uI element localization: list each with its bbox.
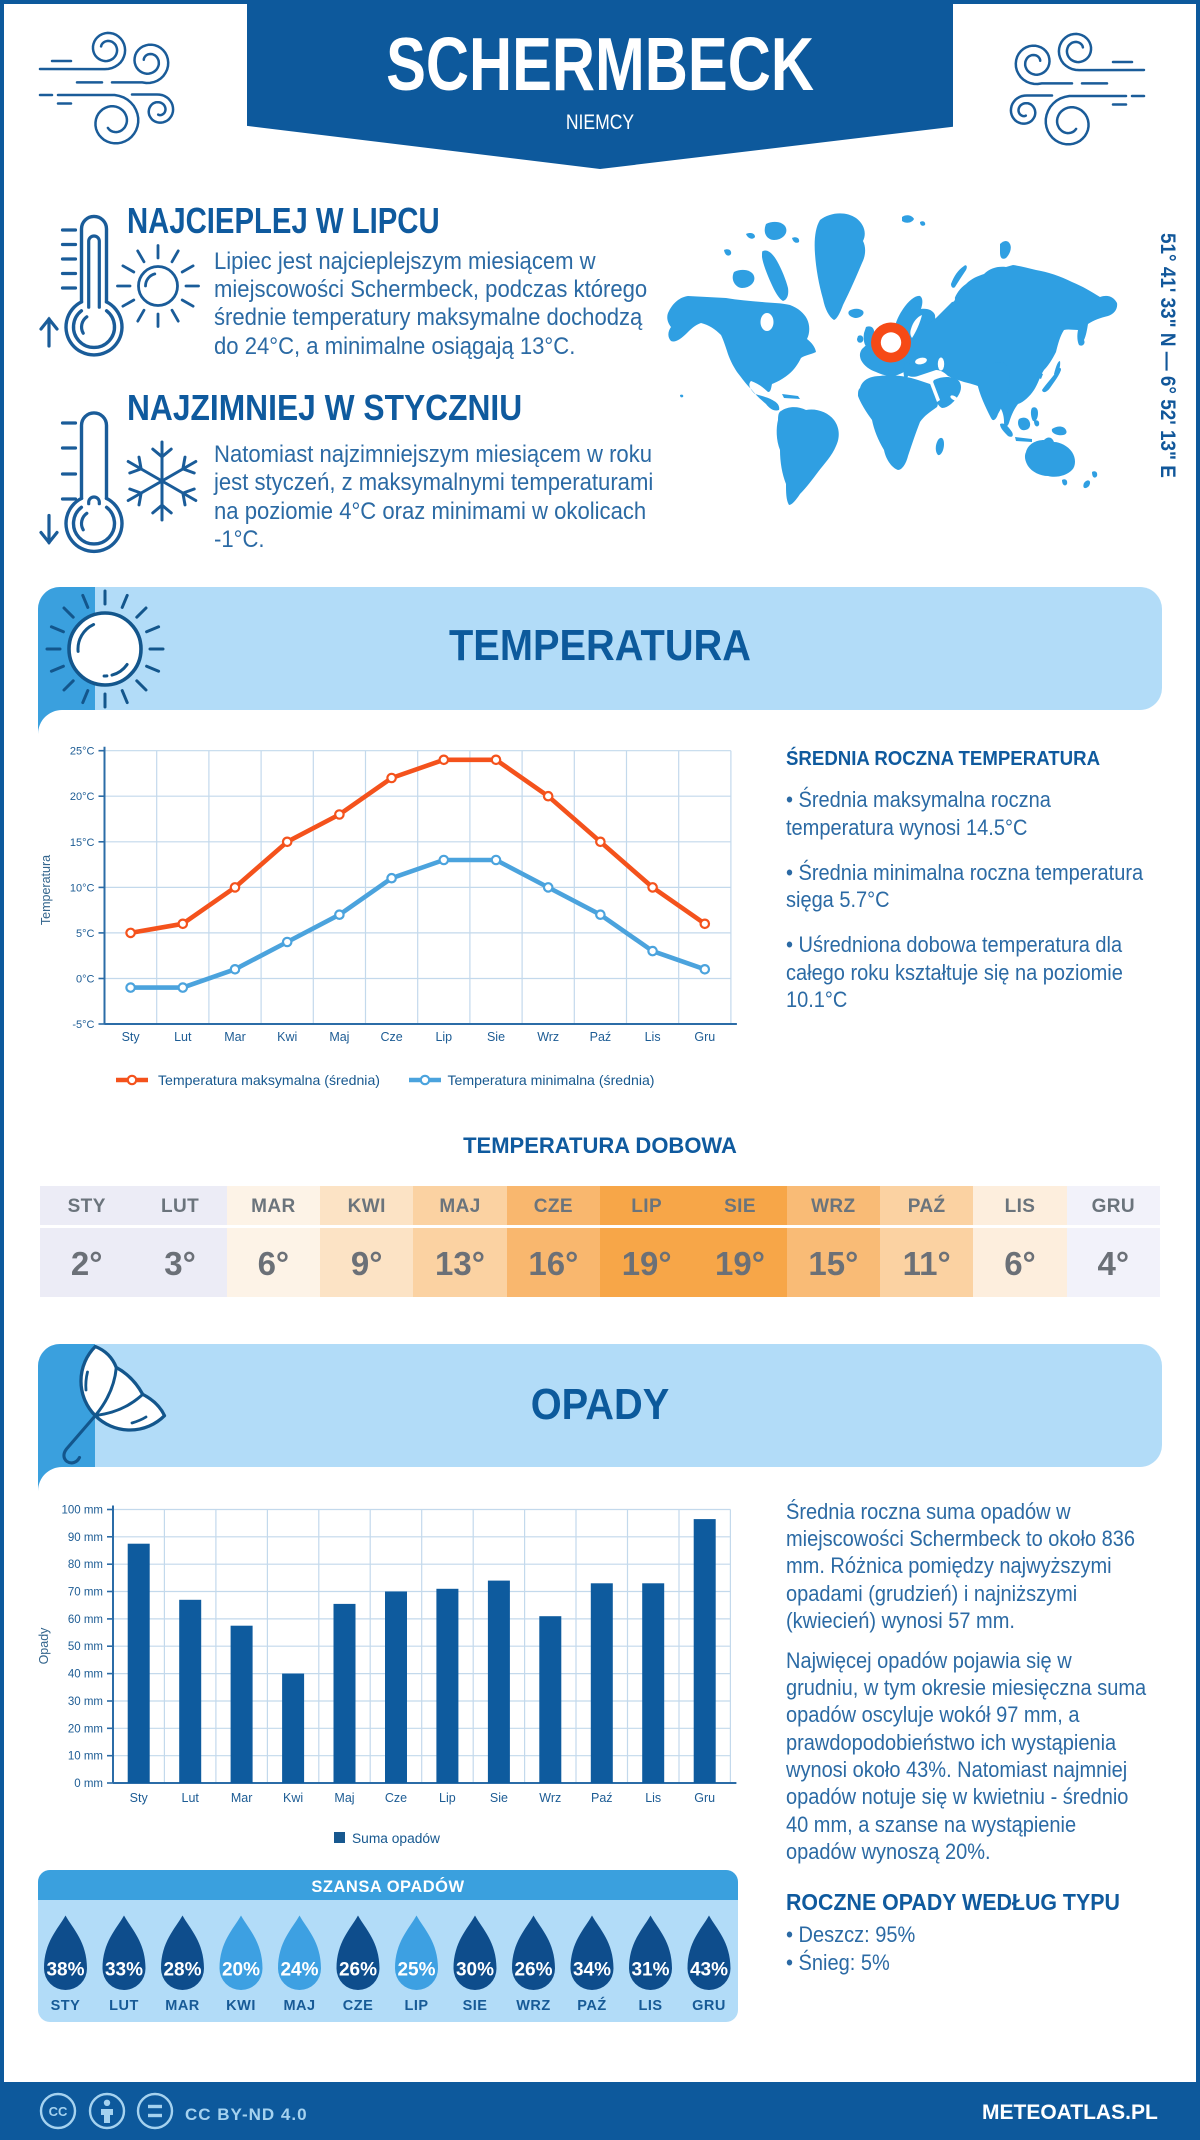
svg-text:WRZ: WRZ <box>516 1998 551 2014</box>
svg-text:CZE: CZE <box>343 1998 374 2014</box>
svg-text:20%: 20% <box>222 1960 260 1981</box>
svg-text:Gru: Gru <box>694 1791 715 1805</box>
svg-text:PAŹ: PAŹ <box>577 1997 606 2014</box>
svg-text:0°C: 0°C <box>76 974 95 986</box>
svg-text:LUT: LUT <box>109 1998 139 2014</box>
svg-text:GRU: GRU <box>692 1998 726 2014</box>
svg-text:MAJ: MAJ <box>283 1998 315 2014</box>
svg-text:30 mm: 30 mm <box>68 1696 103 1708</box>
svg-text:20°C: 20°C <box>70 791 95 803</box>
svg-text:80 mm: 80 mm <box>68 1559 103 1571</box>
svg-text:LIP: LIP <box>404 1998 428 2014</box>
svg-text:Lis: Lis <box>645 1030 661 1044</box>
svg-text:SIE: SIE <box>463 1998 488 2014</box>
svg-text:MAR: MAR <box>165 1998 200 2014</box>
svg-text:70 mm: 70 mm <box>68 1587 103 1599</box>
svg-text:Kwi: Kwi <box>277 1030 297 1044</box>
svg-text:0 mm: 0 mm <box>74 1778 103 1790</box>
svg-text:Maj: Maj <box>329 1030 349 1044</box>
svg-text:34%: 34% <box>573 1960 611 1981</box>
svg-text:Temperatura minimalna (średnia: Temperatura minimalna (średnia) <box>448 1072 655 1088</box>
svg-text:LIS: LIS <box>638 1998 662 2014</box>
svg-text:10°C: 10°C <box>70 882 95 894</box>
svg-text:Kwi: Kwi <box>283 1791 303 1805</box>
svg-text:Paź: Paź <box>590 1030 612 1044</box>
svg-text:Cze: Cze <box>385 1791 407 1805</box>
svg-text:Lip: Lip <box>435 1030 452 1044</box>
svg-text:-5°C: -5°C <box>72 1019 94 1031</box>
svg-text:Wrz: Wrz <box>539 1791 561 1805</box>
svg-text:STY: STY <box>51 1998 81 2014</box>
svg-text:30%: 30% <box>456 1960 494 1981</box>
svg-text:Opady: Opady <box>37 1627 51 1665</box>
svg-text:24%: 24% <box>280 1960 318 1981</box>
svg-text:Paź: Paź <box>591 1791 613 1805</box>
svg-text:Sty: Sty <box>130 1791 149 1805</box>
svg-text:26%: 26% <box>339 1960 377 1981</box>
svg-text:KWI: KWI <box>226 1998 256 2014</box>
svg-text:26%: 26% <box>514 1960 552 1981</box>
svg-text:Lis: Lis <box>645 1791 661 1805</box>
svg-text:CC: CC <box>49 2104 68 2119</box>
svg-text:Lut: Lut <box>174 1030 192 1044</box>
svg-text:Lip: Lip <box>439 1791 456 1805</box>
svg-text:Cze: Cze <box>380 1030 402 1044</box>
svg-text:Temperatura: Temperatura <box>39 855 53 925</box>
svg-text:Maj: Maj <box>334 1791 354 1805</box>
svg-text:Lut: Lut <box>182 1791 200 1805</box>
svg-text:Sie: Sie <box>490 1791 508 1805</box>
svg-text:Temperatura maksymalna (średni: Temperatura maksymalna (średnia) <box>158 1072 380 1088</box>
svg-text:33%: 33% <box>105 1960 143 1981</box>
svg-text:Sie: Sie <box>487 1030 505 1044</box>
svg-text:15°C: 15°C <box>70 837 95 849</box>
svg-text:10 mm: 10 mm <box>68 1751 103 1763</box>
svg-text:100 mm: 100 mm <box>61 1505 103 1517</box>
svg-text:Gru: Gru <box>694 1030 715 1044</box>
svg-text:31%: 31% <box>631 1960 669 1981</box>
svg-text:25°C: 25°C <box>70 746 95 758</box>
svg-text:20 mm: 20 mm <box>68 1723 103 1735</box>
svg-text:40 mm: 40 mm <box>68 1669 103 1681</box>
svg-text:60 mm: 60 mm <box>68 1614 103 1626</box>
svg-text:Suma opadów: Suma opadów <box>352 1831 440 1846</box>
svg-text:Wrz: Wrz <box>537 1030 559 1044</box>
svg-text:43%: 43% <box>690 1960 728 1981</box>
svg-text:28%: 28% <box>163 1960 201 1981</box>
svg-text:Mar: Mar <box>224 1030 246 1044</box>
svg-text:38%: 38% <box>46 1960 84 1981</box>
svg-text:25%: 25% <box>397 1960 435 1981</box>
svg-text:90 mm: 90 mm <box>68 1532 103 1544</box>
svg-text:5°C: 5°C <box>76 928 95 940</box>
svg-text:Mar: Mar <box>231 1791 253 1805</box>
svg-text:50 mm: 50 mm <box>68 1641 103 1653</box>
svg-text:Sty: Sty <box>122 1030 141 1044</box>
